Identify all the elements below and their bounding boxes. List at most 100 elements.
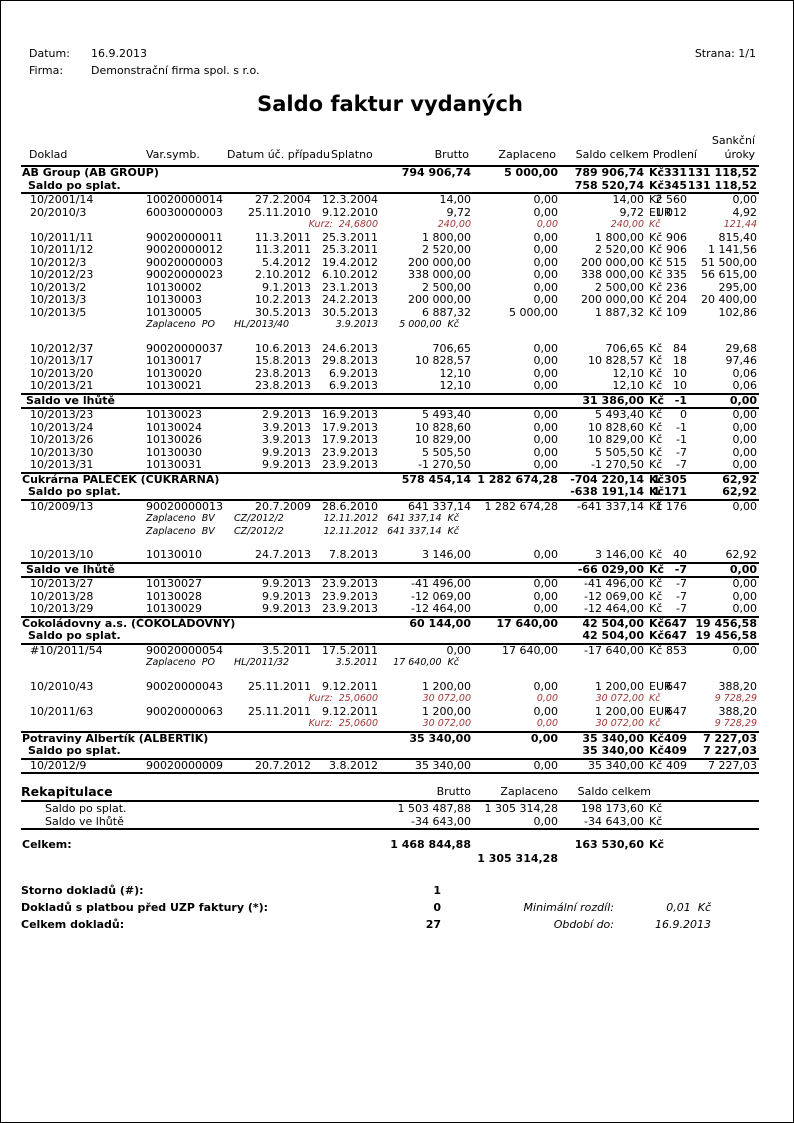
cell-uroky: 1 141,56 [708,243,757,256]
cell-prodleni: 10 [673,366,687,380]
cell-brutto: 3 146,00 [422,548,471,561]
cell-currency: Kč [649,354,663,367]
cell-brutto: 10 829,00 [415,433,471,446]
cell-brutto: 30 072,00 [422,693,471,704]
cell-zaplaceno: 0,00 [533,255,559,269]
cell-saldo: 1 887,32 [595,305,644,319]
cell-splatno: 6.10.2012 [322,268,378,281]
cell-uroky: 97,46 [725,354,758,367]
cell-brutto: 5 493,40 [422,408,471,421]
cell-uroky: 0,06 [732,379,758,392]
detail-row: 20/2010/3 60030000003 25.11.2010 9.12.2010 9… [21,205,759,220]
cell-uroky: 815,40 [718,230,758,244]
cell-varsymb: 10130024 [146,420,202,434]
row-label: Saldo ve lhůtě [26,393,115,407]
divider [21,615,759,618]
cell-zaplaceno: 0,00 [533,589,559,603]
cell-uroky: 121,44 [723,219,757,230]
cell-splatno: 23.9.2013 [322,589,378,603]
detail-row: #10/2011/54 90020000054 3.5.2011 17.5.2011 0… [21,643,759,658]
detail-row: 10/2013/29 10130029 9.9.2013 23.9.2013 -12 4… [21,602,759,616]
cell-uroky: 62,92 [722,485,757,498]
cell-varsymb: 10130027 [146,577,202,590]
cell-splatno: 28.6.2010 [322,499,378,513]
cell-datum: 30.5.2013 [255,306,311,319]
cell-currency: Kč [649,293,663,306]
cell-uroky: 131 118,52 [687,178,757,192]
cell-currency: Kč [649,230,663,244]
cell-doklad: #10/2011/54 [30,643,103,657]
cell-currency: Kč [649,458,663,471]
cell-doklad: 10/2011/12 [30,243,94,256]
detail-row: 10/2013/10 10130010 24.7.2013 7.8.2013 3 146… [21,548,759,562]
divider [21,576,759,578]
cell-prodleni: -1 [676,433,687,446]
recap-row-overdue: Saldo po splat. 1 503 487,88 1 305 314,2… [21,802,759,815]
cell-zaplaceno: 0,00 [533,268,559,281]
detail-row: 10/2009/13 90020000013 20.7.2009 28.6.2010 6… [21,499,759,514]
cell-zaplaceno: 17 640,00 [496,616,558,630]
cell-prodleni: 204 [666,293,687,306]
cell-saldo: 12,10 [612,379,645,392]
col-doklad: Doklad [29,148,68,161]
cell-zaplaceno: 1 282 674,28 [484,499,558,513]
cell-currency: Kč [649,472,665,486]
payment-doc: CZ/2012/2 [234,513,284,524]
cell-varsymb: 10130002 [146,280,202,294]
cell-datum: 27.2.2004 [255,194,311,206]
cell-brutto: 30 072,00 [422,718,471,729]
cell-prodleni: -7 [676,602,687,615]
cell-splatno: 6.9.2013 [329,366,378,380]
cell-currency: Kč [649,744,665,757]
row-label: Saldo ve lhůtě [26,562,115,576]
footer-label: Celkem dokladů: [21,918,125,931]
cell-splatno: 23.9.2013 [322,445,378,459]
cell-uroky: 0,00 [732,577,758,590]
kurz-subrow: Kurz: 24,6800 240,00 0,00 240,00 Kč 121,44 [21,219,759,232]
col-prodleni: Prodlení [652,148,697,161]
cell-doklad: 10/2013/3 [30,293,87,306]
divider [21,757,759,760]
firm-label: Firma: [29,64,64,77]
cell-currency: Kč [649,589,663,603]
cell-zaplaceno: 0,00 [536,219,558,230]
cell-saldo: 35 340,00 [582,744,644,757]
cell-splatno: 9.12.2011 [322,704,378,718]
footer-right-label [441,882,614,899]
cell-saldo: 10 829,00 [588,433,644,446]
cell-doklad: 20/2010/3 [30,205,87,219]
cell-brutto: 794 906,74 [401,166,471,179]
recap-section: Rekapitulace Brutto Zaplaceno Saldo celk… [21,783,759,866]
cell-zaplaceno: 0,00 [536,693,558,704]
grand-total-paid-row: 1 305 314,28 [21,852,759,866]
cell-varsymb: 10130030 [146,445,202,459]
summary-row: Saldo ve lhůtě -66 029,00 Kč -7 0,00 [21,562,759,577]
footer-label: Dokladů s platbou před UZP faktury (*): [21,901,269,914]
footer-label: Storno dokladů (#): [21,884,144,897]
cell-brutto: 706,65 [432,341,472,355]
cell-varsymb: 90020000013 [146,499,223,513]
cell-saldo: -66 029,00 [577,562,644,576]
cell-brutto: 2 520,00 [422,243,471,256]
divider [21,642,759,645]
cell-varsymb: 90020000023 [146,268,223,281]
detail-row: 10/2013/24 10130024 3.9.2013 17.9.2013 10 82… [21,420,759,435]
cell-uroky: 295,00 [718,280,758,294]
cell-currency: Kč [649,268,663,281]
cell-varsymb: 10130031 [146,458,202,471]
total-label: Celkem: [22,838,72,851]
cell-varsymb: 10130003 [146,293,202,306]
table-header: Sankční Doklad Var.symb. Datum úč. přípa… [1,134,793,165]
cell-saldo: 2 520,00 [595,243,644,256]
cell-prodleni: 18 [673,354,687,367]
total-zaplaceno: 1 305 314,28 [477,852,558,865]
recap-row-label: Saldo po splat. [45,802,127,815]
cell-saldo: 1 200,00 [595,679,644,693]
cell-datum: 3.5.2011 [262,644,311,657]
divider [21,392,759,395]
cell-brutto: 9,72 [446,205,472,219]
cell-doklad: 10/2012/3 [30,255,87,269]
cell-uroky: 0,00 [732,643,758,657]
cell-brutto: -1 270,50 [418,458,471,471]
